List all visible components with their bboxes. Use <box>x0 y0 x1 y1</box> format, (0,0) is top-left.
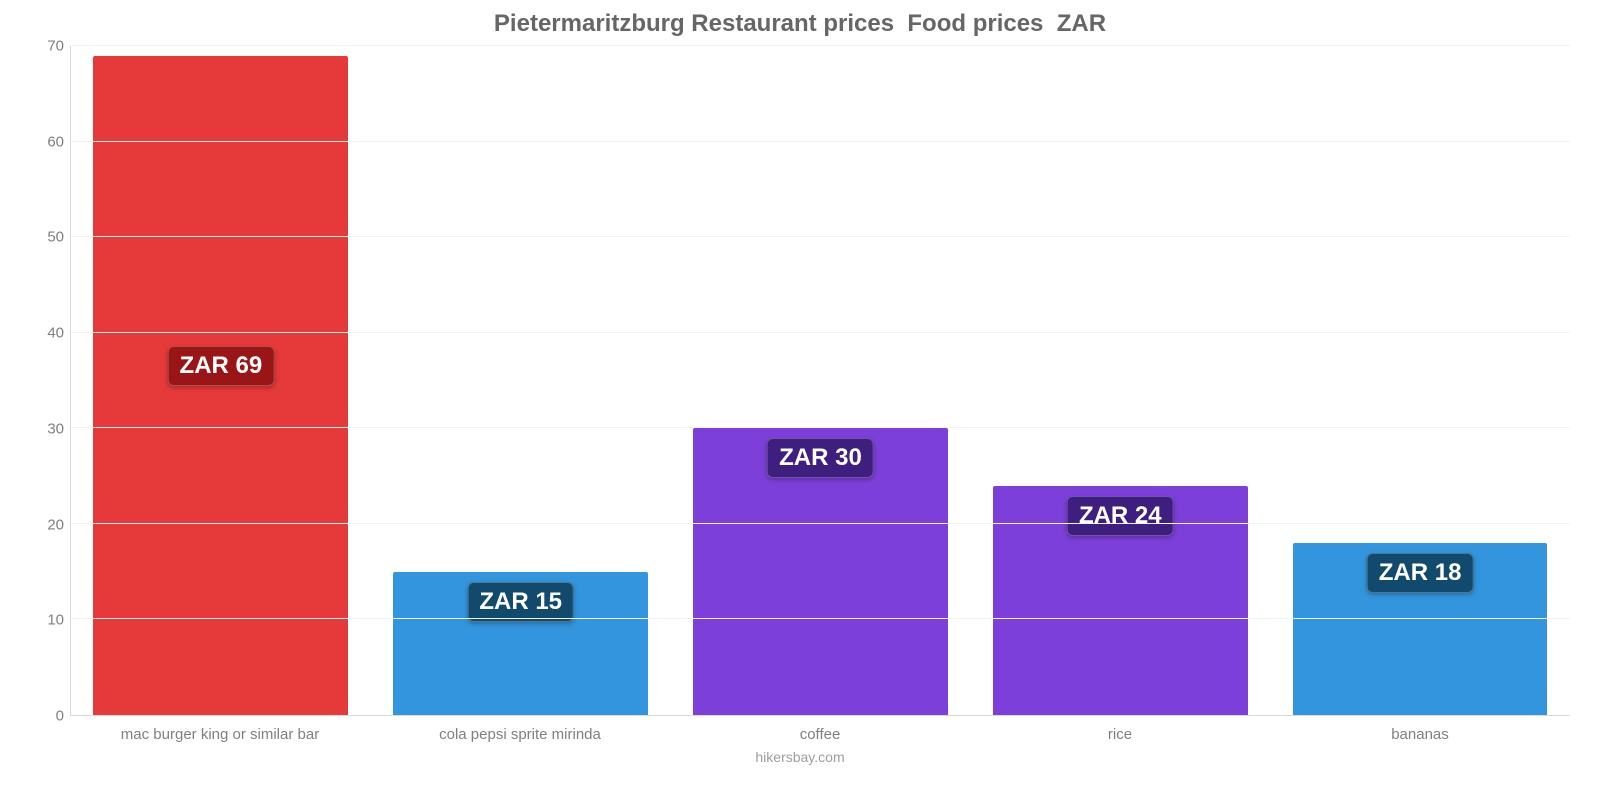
gridline <box>71 141 1570 142</box>
bar: ZAR 69 <box>93 56 348 715</box>
x-tick-label: bananas <box>1270 716 1570 743</box>
bar-value-label: ZAR 24 <box>1067 496 1174 536</box>
gridline <box>71 427 1570 428</box>
bar: ZAR 18 <box>1293 543 1548 715</box>
y-tick-label: 20 <box>47 516 64 533</box>
plot-inner: ZAR 69 ZAR 15 ZAR 30 ZAR 24 ZAR 18 <box>70 46 1570 716</box>
bar-slot: ZAR 69 <box>71 46 371 715</box>
bar: ZAR 24 <box>993 486 1248 715</box>
bar: ZAR 15 <box>393 572 648 715</box>
gridline <box>71 332 1570 333</box>
attribution: hikersbay.com <box>30 749 1570 765</box>
bars-row: ZAR 69 ZAR 15 ZAR 30 ZAR 24 ZAR 18 <box>71 46 1570 715</box>
bar-slot: ZAR 15 <box>371 46 671 715</box>
y-tick-label: 30 <box>47 420 64 437</box>
chart-title: Pietermaritzburg Restaurant prices Food … <box>30 10 1570 38</box>
y-tick-label: 60 <box>47 133 64 150</box>
gridline <box>71 236 1570 237</box>
x-tick-label: mac burger king or similar bar <box>70 716 370 743</box>
bar-slot: ZAR 24 <box>970 46 1270 715</box>
bar-value-label: ZAR 15 <box>467 582 574 622</box>
gridline <box>71 523 1570 524</box>
y-tick-label: 70 <box>47 38 64 55</box>
y-tick-label: 40 <box>47 325 64 342</box>
gridline <box>71 618 1570 619</box>
y-tick-label: 10 <box>47 612 64 629</box>
bar-slot: ZAR 18 <box>1270 46 1570 715</box>
bar-value-label: ZAR 30 <box>767 438 874 478</box>
bar-value-label: ZAR 69 <box>168 346 275 386</box>
y-tick-label: 0 <box>56 708 64 725</box>
x-axis: mac burger king or similar barcola pepsi… <box>70 716 1570 743</box>
x-tick-label: rice <box>970 716 1270 743</box>
x-tick-label: cola pepsi sprite mirinda <box>370 716 670 743</box>
y-axis: 010203040506070 <box>30 46 70 716</box>
bar-value-label: ZAR 18 <box>1367 553 1474 593</box>
price-chart: Pietermaritzburg Restaurant prices Food … <box>0 0 1600 800</box>
gridline <box>71 45 1570 46</box>
y-tick-label: 50 <box>47 229 64 246</box>
bar: ZAR 30 <box>693 428 948 715</box>
bar-slot: ZAR 30 <box>671 46 971 715</box>
plot-area: 010203040506070 ZAR 69ZAR 15ZAR 30ZAR 24… <box>30 46 1570 716</box>
x-tick-label: coffee <box>670 716 970 743</box>
